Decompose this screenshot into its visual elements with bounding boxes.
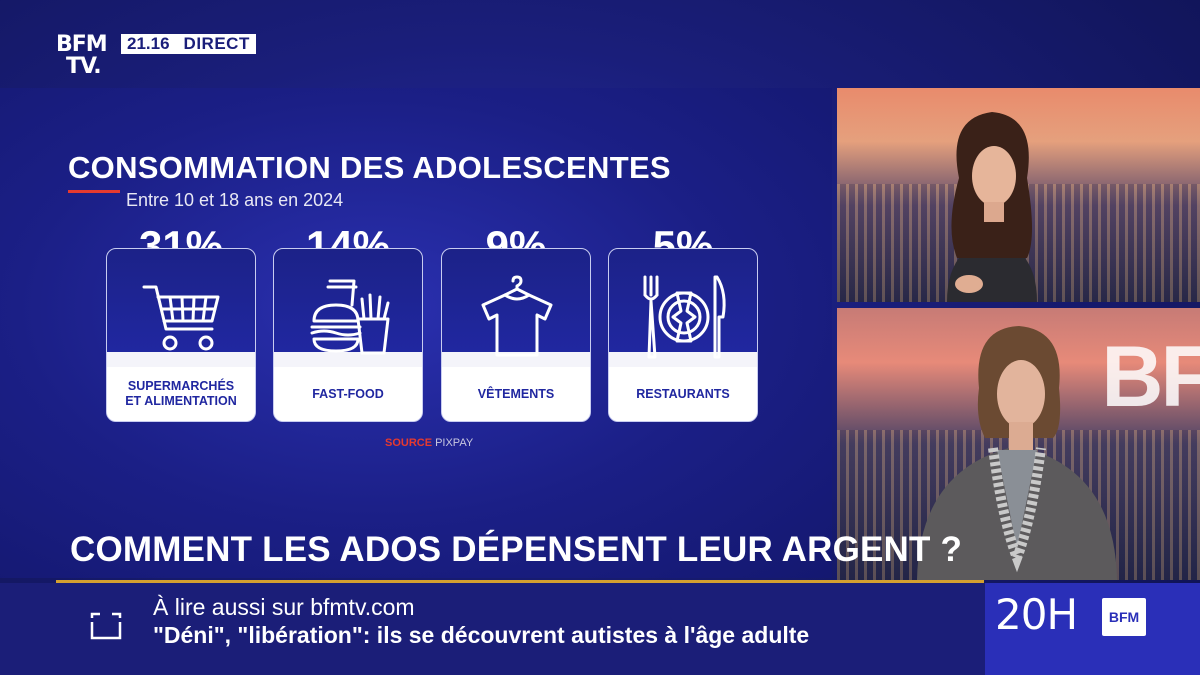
show-time: 20H: [995, 590, 1078, 639]
source-key: SOURCE: [385, 437, 433, 449]
headline: COMMENT LES ADOS DÉPENSENT LEUR ARGENT ?: [70, 530, 963, 569]
studio-backdrop-logo: BF: [1101, 329, 1200, 425]
card-label: FAST-FOOD: [312, 386, 384, 401]
category-card-supermarket: SUPERMARCHÉS ET ALIMENTATION: [106, 248, 256, 422]
headline-rule: [56, 580, 984, 583]
category-card-restaurants: RESTAURANTS: [608, 248, 758, 422]
infographic-title: CONSOMMATION DES ADOLESCENTES: [68, 150, 671, 185]
source-value: PIXPAY: [435, 437, 474, 449]
ticker-line-1: À lire aussi sur bfmtv.com: [153, 594, 415, 620]
show-logo: BFM: [1102, 598, 1146, 636]
category-card-fast-food: FAST-FOOD: [273, 248, 423, 422]
shopping-cart-icon: [107, 269, 257, 365]
title-underline: [68, 190, 120, 193]
video-feed-presenter: [837, 88, 1200, 302]
presenter-figure: [947, 112, 1037, 302]
bfmtv-logo: BFM TV.: [56, 34, 116, 82]
tshirt-icon: [442, 269, 592, 365]
category-card-clothing: VÊTEMENTS: [441, 248, 591, 422]
card-label-area: RESTAURANTS: [609, 367, 757, 421]
logo-line-2: TV.: [66, 54, 102, 79]
infographic-subtitle: Entre 10 et 18 ans en 2024: [126, 190, 344, 210]
card-label-area: VÊTEMENTS: [442, 367, 590, 421]
card-label: SUPERMARCHÉS ET ALIMENTATION: [125, 379, 237, 408]
card-label-area: SUPERMARCHÉS ET ALIMENTATION: [107, 367, 255, 421]
video-feed-guest: BF: [837, 308, 1200, 580]
card-label: RESTAURANTS: [636, 386, 730, 401]
card-label-area: FAST-FOOD: [274, 367, 422, 421]
ticker-line-2: "Déni", "libération": ils se découvrent …: [153, 622, 810, 648]
show-badge: [985, 583, 1200, 675]
logo-line-1: BFM: [56, 32, 108, 57]
news-ticker: [0, 583, 985, 675]
card-label: VÊTEMENTS: [477, 386, 555, 401]
source-credit: SOURCE PIXPAY: [385, 437, 473, 449]
fast-food-icon: [274, 269, 424, 365]
live-time: 21.16: [127, 34, 170, 53]
guest-figure: [917, 326, 1117, 580]
screen-icon: [88, 612, 124, 640]
live-label: DIRECT: [183, 34, 250, 53]
live-badge: 21.16 DIRECT: [121, 34, 256, 54]
cutlery-icon: [609, 269, 759, 365]
